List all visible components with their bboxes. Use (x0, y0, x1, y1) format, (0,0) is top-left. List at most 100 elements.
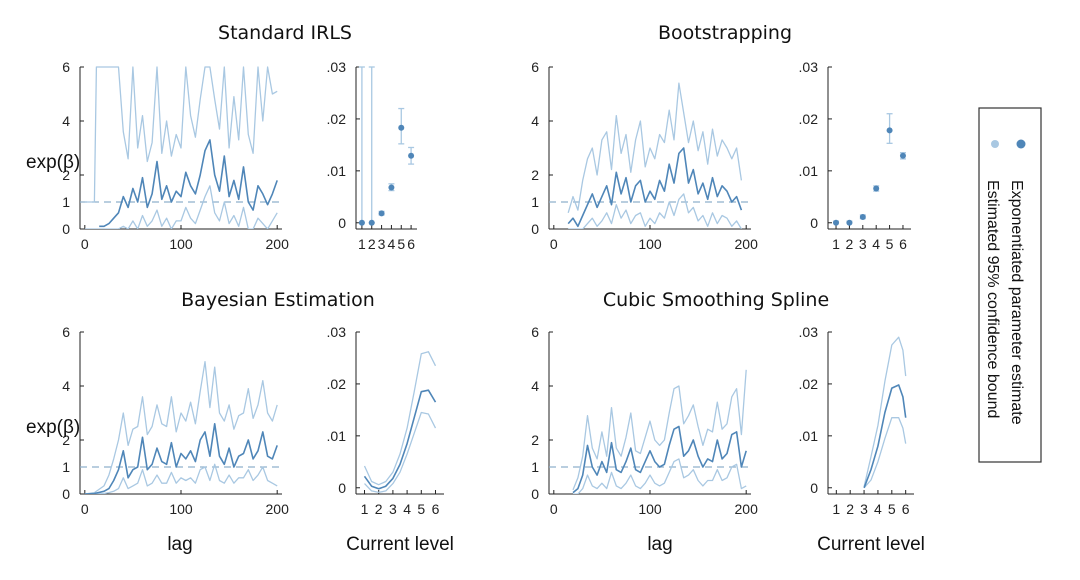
ytick-label: 6 (62, 324, 70, 340)
data-point (368, 219, 375, 226)
ylabel-bottom: exp(β) (26, 417, 80, 438)
xtick-label: 1 (832, 236, 840, 252)
title-bootstrapping: Bootstrapping (658, 22, 792, 44)
plot-irls_level (358, 66, 415, 226)
ytick-label: .03 (799, 59, 819, 75)
xtick-label: 6 (899, 236, 907, 252)
xtick-label: 200 (266, 236, 290, 252)
panel-spline_lag: 0 1 2 4 6 0 100 200 (531, 324, 758, 517)
ytick-label: 0 (62, 221, 70, 237)
ytick-label: 0 (531, 486, 539, 502)
xtick-label: 100 (169, 501, 193, 517)
series-upper-line (567, 82, 743, 213)
panel-irls_level: 0 .01 .02 .03 1 2 3 4 5 6 (327, 59, 417, 252)
data-point (899, 152, 906, 159)
xtick-label: 4 (388, 236, 396, 252)
ytick-label: 6 (62, 59, 70, 75)
xtick-label: 2 (846, 236, 854, 252)
ytick-label: .03 (799, 324, 819, 340)
ytick-label: 2 (62, 432, 70, 448)
ytick-label: 1 (531, 194, 539, 210)
data-point (398, 124, 405, 131)
data-point (886, 127, 893, 134)
xtick-label: 1 (832, 501, 840, 517)
plot-bayes_lag (84, 361, 278, 494)
xtick-label: 2 (375, 501, 383, 517)
ytick-label: 2 (531, 432, 539, 448)
xlabel-level-left: Current level (346, 534, 454, 555)
ytick-label: 4 (531, 113, 539, 129)
ytick-label: 6 (531, 324, 539, 340)
xtick-label: 5 (397, 236, 405, 252)
plot-boot_level (833, 113, 906, 226)
series-lower-line (84, 185, 278, 229)
ylabel-top: exp(β) (26, 152, 80, 173)
ytick-label: 1 (62, 194, 70, 210)
series-estimate-line (363, 389, 437, 490)
xlabel-level-right: Current level (817, 534, 925, 555)
xtick-label: 6 (432, 501, 440, 517)
series-lower-line (84, 463, 278, 494)
ytick-label: 6 (531, 59, 539, 75)
xtick-label: 100 (638, 236, 662, 252)
plot-irls_lag (84, 66, 278, 229)
panel-boot_level: 0 .01 .02 .03 1 2 3 4 5 6 (799, 59, 911, 252)
xtick-label: 4 (403, 501, 411, 517)
xtick-label: 0 (81, 501, 89, 517)
ytick-label: 0 (338, 480, 346, 496)
ytick-label: 0 (338, 215, 346, 231)
panel-spline_level: 0 .01 .02 .03 1 2 3 4 5 6 (799, 324, 914, 517)
ytick-label: 4 (531, 378, 539, 394)
xtick-label: 3 (378, 236, 386, 252)
xtick-label: 5 (888, 501, 896, 517)
plot-bayes_level (363, 351, 437, 494)
ytick-label: .02 (799, 376, 819, 392)
ytick-label: 1 (62, 459, 70, 475)
xlabel-lag-right: lag (647, 534, 672, 555)
series-estimate-line (84, 423, 278, 494)
xtick-label: 0 (550, 236, 558, 252)
ytick-label: 4 (62, 378, 70, 394)
data-point (378, 210, 385, 217)
legend-estimate-label: Exponentiated parameter estimate (1008, 180, 1025, 425)
xtick-label: 100 (169, 236, 193, 252)
panel-bayes_lag: 0 1 2 4 6 0 100 200 (62, 324, 289, 517)
title-bayesian-estimation: Bayesian Estimation (181, 289, 375, 311)
xtick-label: 5 (886, 236, 894, 252)
ytick-label: 0 (531, 221, 539, 237)
legend: Exponentiated parameter estimate Estimat… (978, 107, 1042, 463)
ytick-label: .03 (327, 59, 347, 75)
ytick-label: .02 (327, 111, 347, 127)
xtick-label: 100 (638, 501, 662, 517)
legend-bound-marker (991, 140, 999, 148)
xtick-label: 5 (417, 501, 425, 517)
series-estimate-line (863, 384, 907, 489)
xtick-label: 3 (860, 501, 868, 517)
series-estimate-line (572, 425, 747, 494)
ytick-label: .01 (327, 163, 347, 179)
xtick-label: 1 (361, 501, 369, 517)
ytick-label: 0 (62, 486, 70, 502)
title-cubic-smoothing-spline: Cubic Smoothing Spline (603, 289, 829, 311)
ytick-label: 2 (531, 167, 539, 183)
ytick-label: 0 (810, 215, 818, 231)
xtick-label: 2 (846, 501, 854, 517)
series-upper-line (863, 336, 907, 487)
legend-estimate-marker (1016, 139, 1026, 149)
xtick-label: 6 (902, 501, 910, 517)
data-point (408, 152, 415, 159)
title-standard-irls: Standard IRLS (218, 22, 352, 44)
ytick-label: 2 (62, 167, 70, 183)
xtick-label: 3 (859, 236, 867, 252)
series-upper-line (572, 369, 747, 491)
xtick-label: 4 (874, 501, 882, 517)
ytick-label: .01 (799, 428, 819, 444)
ytick-label: 4 (62, 113, 70, 129)
xtick-label: 200 (266, 501, 290, 517)
series-upper-line (84, 66, 278, 203)
series-upper-line (84, 361, 278, 494)
series-lower-line (568, 193, 742, 229)
plot-boot_lag (567, 82, 743, 229)
